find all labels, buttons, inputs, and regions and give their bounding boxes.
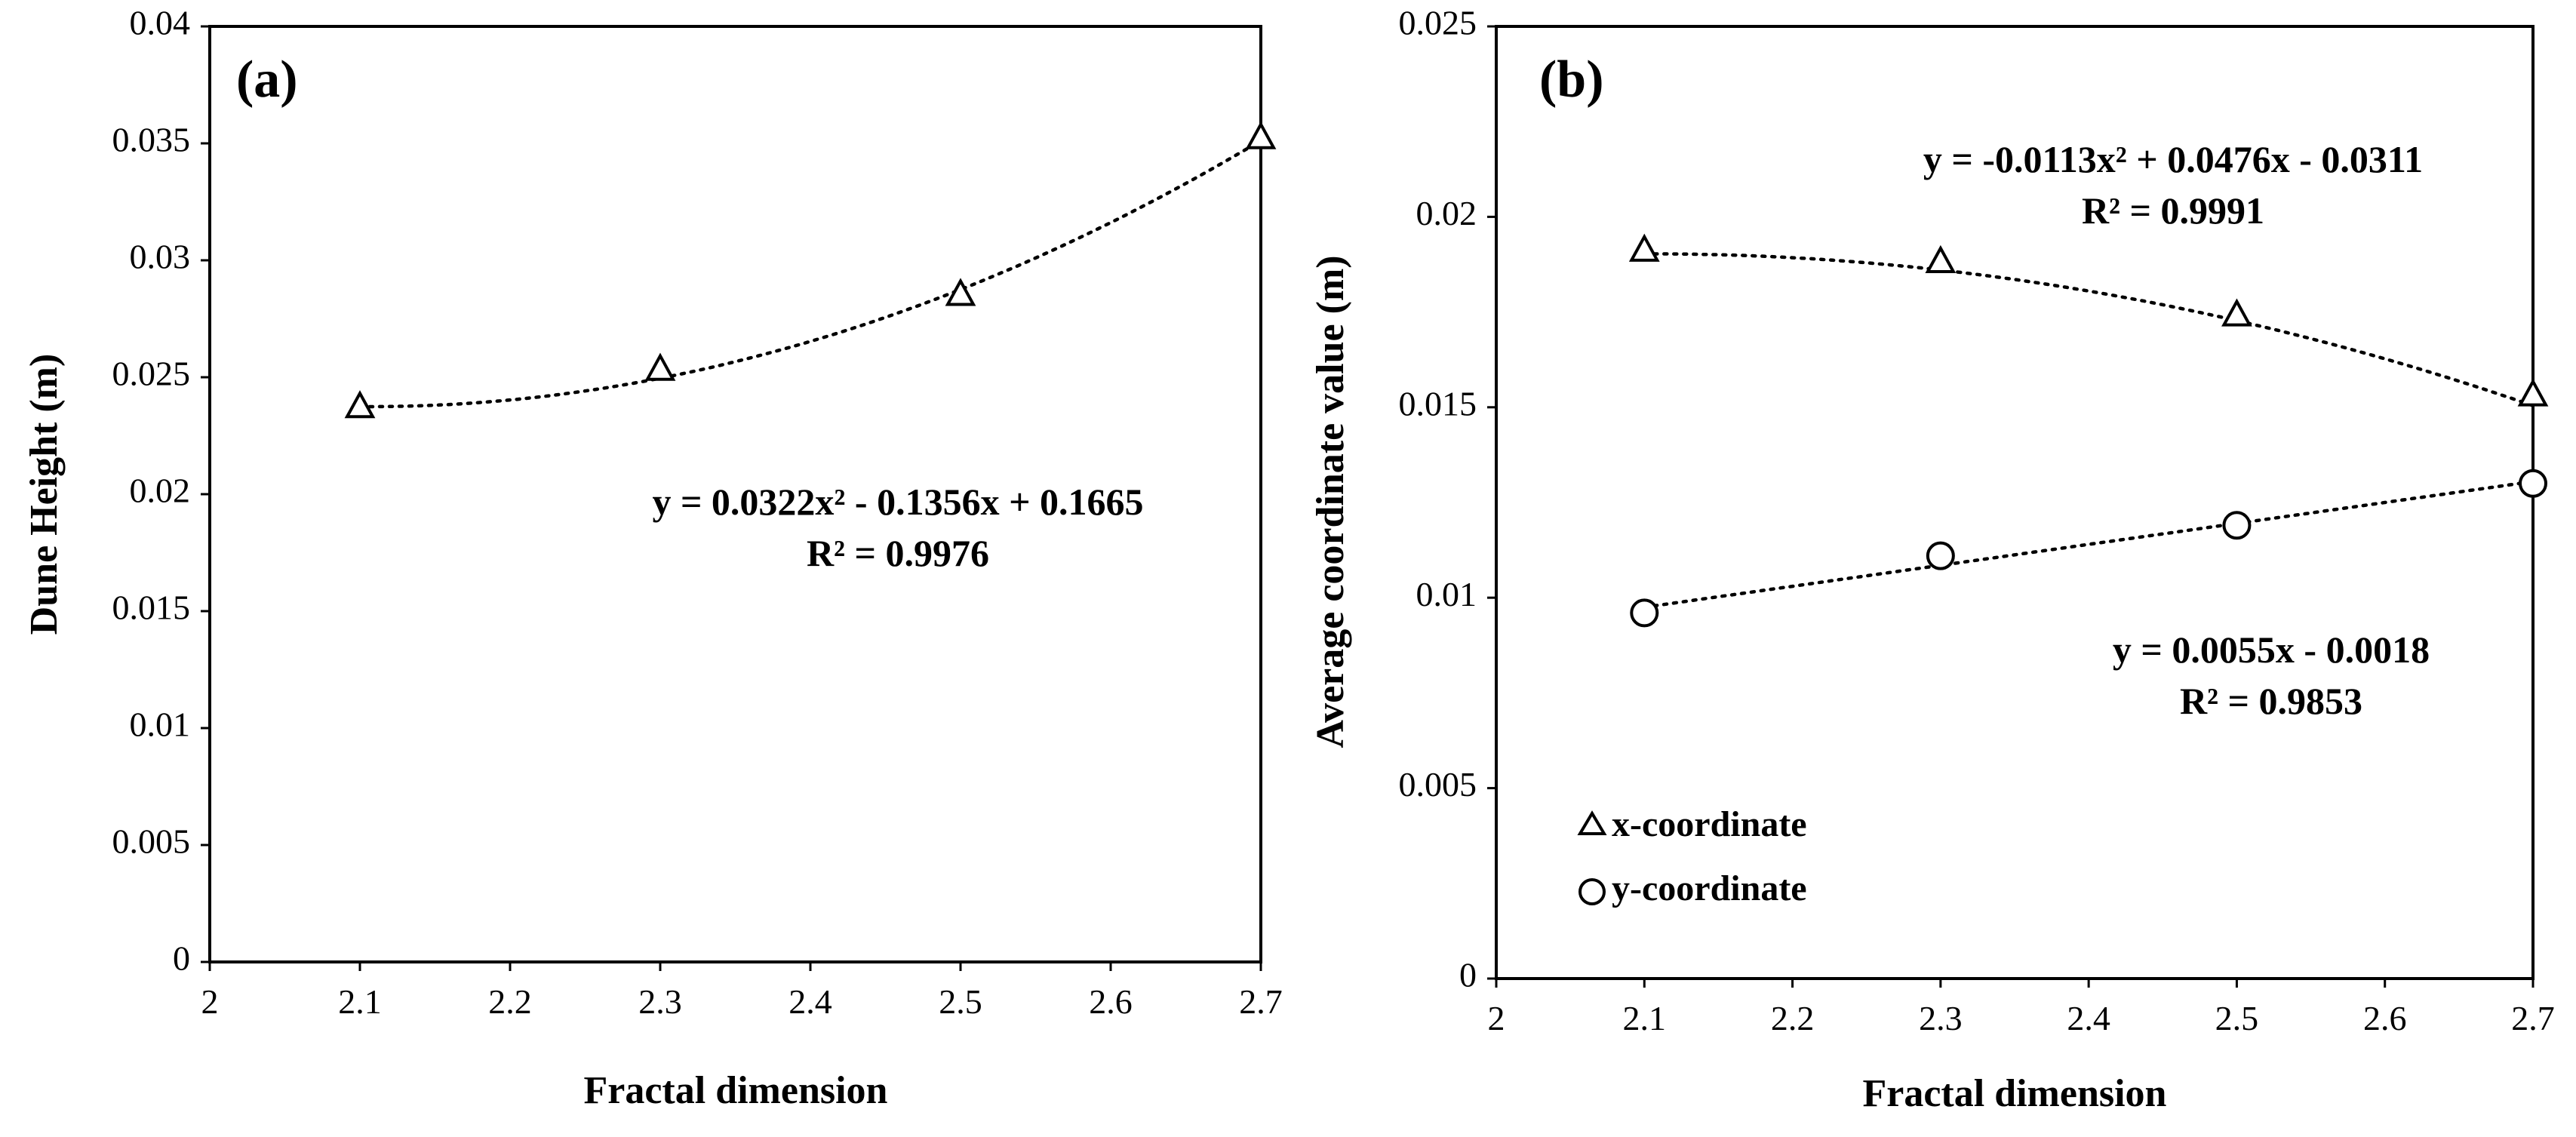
panel-a-y-tick-label: 0 — [173, 939, 190, 978]
panel-b-y-trend-equation: y = 0.0055x - 0.0018 — [2113, 628, 2430, 671]
panel-b-y-tick-label: 0 — [1459, 956, 1477, 994]
panel-b-x-tick-label: 2.7 — [2511, 999, 2555, 1037]
panel-a-point-triangle — [344, 390, 376, 419]
panel-b-x-tick-label: 2.5 — [2215, 999, 2259, 1037]
legend-triangle-icon — [1577, 810, 1607, 835]
panel-a-y-tick-label: 0.02 — [130, 472, 191, 510]
panel-a-y-axis-title: Dune Height (m) — [23, 354, 66, 635]
panel-b-label: (b) — [1539, 51, 1604, 109]
panel-b-x-tick-label: 2 — [1488, 999, 1505, 1037]
panel-a-y-tick-label: 0.04 — [130, 4, 191, 42]
panel-b-x-tick-label: 2.3 — [1919, 999, 1963, 1037]
panel-a-point-triangle — [1245, 121, 1277, 149]
panel-a-y-tick-label: 0.015 — [112, 588, 191, 627]
panel-a-trend-r2: R² = 0.9976 — [807, 532, 989, 574]
panel-b-y-tick-label: 0.025 — [1399, 4, 1477, 42]
panel-a-x-axis-title: Fractal dimension — [584, 1069, 888, 1112]
panel-a-y-tick-label: 0.03 — [130, 238, 191, 276]
panel-a-x-tick-label: 2.2 — [488, 982, 532, 1021]
panel-b-x-tick-label: 2.6 — [2363, 999, 2407, 1037]
panel-b-plot-frame — [1495, 25, 2535, 980]
panel-b-trendlines — [1643, 252, 2535, 610]
panel-b-x-trend-equation: y = -0.0113x² + 0.0476x - 0.0311 — [1923, 138, 2423, 180]
panel-b-y-trend-r2: R² = 0.9853 — [2180, 680, 2362, 722]
panel-a-x-tick-label: 2.6 — [1089, 982, 1133, 1021]
panel-b-point-triangle — [2221, 298, 2252, 327]
panel-b-y-axis-title: Average coordinate value (m) — [1309, 255, 1352, 748]
panel-a-point-triangle — [644, 352, 676, 381]
panel-b-point-triangle — [1925, 244, 1957, 273]
panel-b-y-tick-label: 0.015 — [1399, 384, 1477, 423]
panel-a-x-tick-label: 2.5 — [939, 982, 982, 1021]
panel-a-point-triangle — [945, 278, 976, 306]
panel-b-point-triangle — [2517, 378, 2549, 407]
legend-label-x-coordinate: x-coordinate — [1612, 804, 1807, 844]
panel-a-x-tick-label: 2.7 — [1239, 982, 1283, 1021]
panel-a-chart: (a) 0 0.005 0.01 0.015 0.02 0.025 0.03 0.035 0.0… — [23, 4, 1283, 1112]
legend-circle-icon — [1578, 878, 1606, 905]
panel-b-y-tick-label: 0.005 — [1399, 765, 1477, 804]
panel-a-y-tick-label: 0.005 — [112, 822, 191, 861]
panel-b-y-tick-label: 0.02 — [1416, 194, 1477, 232]
panel-a-trendlines — [358, 139, 1263, 409]
panel-a-y-tick-label: 0.025 — [112, 355, 191, 393]
panel-a-label: (a) — [236, 51, 298, 109]
panel-a-y-tick-label: 0.035 — [112, 121, 191, 159]
panel-a-x-tick-label: 2.1 — [338, 982, 382, 1021]
panel-b-trendline-1 — [1643, 479, 2535, 610]
panel-a-y-tick-label: 0.01 — [130, 705, 191, 744]
panel-a-x-tick-label: 2.3 — [638, 982, 682, 1021]
panel-b-y-tick-label: 0.01 — [1416, 575, 1477, 613]
panel-b-point-circle — [2222, 511, 2252, 540]
panel-b-trendline-0 — [1643, 252, 2535, 407]
legend-label-y-coordinate: y-coordinate — [1612, 868, 1807, 908]
panel-b-legend: x-coordinate y-coordinate — [1577, 804, 1807, 908]
panel-b-point-triangle — [1628, 233, 1660, 262]
panel-a-x-ticks: 2 2.1 2.2 2.3 2.4 2.5 2.6 2.7 — [201, 962, 1283, 1021]
panel-a-trendline-0 — [358, 139, 1263, 409]
panel-a-y-ticks: 0 0.005 0.01 0.015 0.02 0.025 0.03 0.035 0.04 — [112, 4, 210, 978]
panel-a-trend-equation: y = 0.0322x² - 0.1356x + 0.1665 — [652, 481, 1143, 523]
panel-b-x-tick-label: 2.1 — [1623, 999, 1667, 1037]
panel-b-point-circle — [1630, 598, 1659, 628]
panel-b-x-trend-r2: R² = 0.9991 — [2082, 189, 2264, 232]
panel-b-point-circle — [1926, 541, 1955, 570]
panel-a-x-tick-label: 2 — [201, 982, 219, 1021]
panel-b-x-tick-label: 2.4 — [2067, 999, 2110, 1037]
panel-b-x-axis-title: Fractal dimension — [1863, 1072, 2167, 1115]
panel-b-x-tick-label: 2.2 — [1771, 999, 1815, 1037]
panel-b-markers — [1628, 233, 2549, 628]
panel-a-x-tick-label: 2.4 — [788, 982, 832, 1021]
panel-b-y-ticks: 0 0.005 0.01 0.015 0.02 0.025 — [1399, 4, 1496, 994]
panel-a-markers — [344, 121, 1277, 419]
panel-b-x-ticks: 2 2.1 2.2 2.3 2.4 2.5 2.6 2.7 — [1488, 979, 2555, 1037]
panel-b-point-circle — [2519, 469, 2547, 498]
